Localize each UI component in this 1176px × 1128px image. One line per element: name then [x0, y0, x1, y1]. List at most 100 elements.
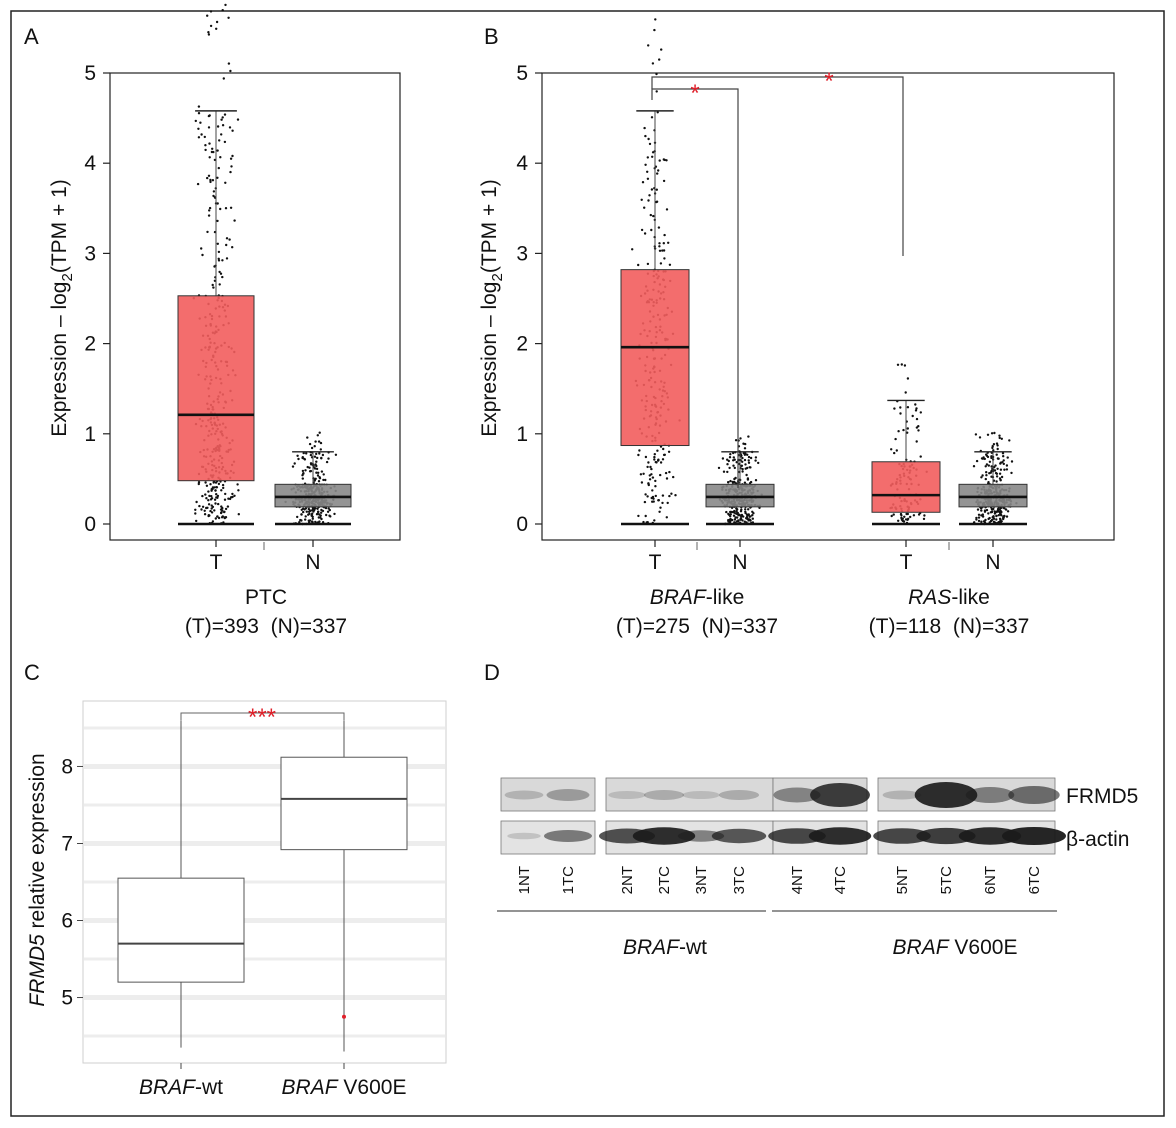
blot-band-actin	[711, 828, 767, 844]
b-point	[993, 510, 996, 513]
b-point	[661, 501, 664, 505]
b-point	[665, 516, 668, 519]
a-point	[221, 9, 224, 12]
b-point	[747, 435, 750, 438]
a-point	[197, 105, 201, 108]
b-point	[982, 456, 985, 459]
a-point	[203, 135, 206, 139]
b-point	[751, 517, 754, 520]
a-point	[205, 497, 208, 500]
a-point	[229, 69, 232, 73]
b-point	[648, 142, 652, 146]
b-point	[640, 481, 644, 484]
a-point	[223, 113, 227, 116]
b-point	[656, 449, 659, 452]
a-point	[224, 207, 228, 210]
panel-a-group-label: PTC	[245, 586, 287, 609]
b-point	[647, 482, 650, 486]
a-point	[318, 477, 322, 480]
a-point	[204, 493, 207, 496]
b-point	[743, 481, 747, 484]
a-point	[231, 492, 234, 496]
a-point	[316, 507, 319, 510]
a-point	[304, 515, 307, 518]
a-point	[313, 467, 317, 470]
b-point	[990, 475, 993, 478]
a-point	[326, 510, 330, 513]
b-point	[659, 506, 662, 509]
b-point	[642, 520, 645, 524]
blot-lane-label: 4TC	[832, 866, 849, 895]
a-point	[302, 510, 305, 514]
b-point	[748, 518, 752, 521]
a-point	[206, 176, 209, 180]
b-point	[987, 464, 990, 467]
a-point	[229, 170, 232, 174]
b-point	[977, 513, 981, 516]
b-point	[660, 48, 663, 51]
a-point	[312, 510, 315, 513]
b-point	[662, 158, 665, 161]
b-point	[748, 515, 751, 518]
blot-frmd5-strip-2	[605, 777, 774, 812]
a-point	[204, 481, 207, 484]
a-point	[221, 116, 224, 119]
a-point	[228, 126, 232, 129]
b-point	[643, 500, 647, 504]
a-point	[229, 157, 233, 160]
a-point	[220, 516, 224, 519]
b-point	[999, 461, 1002, 464]
a-point	[208, 142, 211, 145]
b-point	[905, 512, 908, 516]
panel-c-y-axis-title: FRMD5 relative expression	[26, 753, 49, 1006]
panel-letter-c: C	[24, 660, 40, 685]
b-point	[728, 466, 731, 470]
a-point	[325, 460, 329, 464]
blot-lane-label: 5TC	[938, 866, 955, 895]
a-point	[211, 505, 215, 509]
b-point	[668, 494, 671, 498]
a-point	[218, 139, 221, 142]
b-point	[639, 473, 643, 476]
b-point	[651, 151, 655, 154]
b-point	[665, 477, 669, 480]
a-point	[306, 465, 309, 469]
b-point	[648, 478, 652, 481]
a-point	[313, 455, 317, 458]
b-point	[747, 459, 750, 462]
a-point	[209, 180, 212, 184]
b-point	[747, 455, 751, 459]
a-point	[310, 514, 313, 517]
a-point	[207, 126, 211, 129]
a-point	[227, 62, 231, 65]
b-point	[667, 450, 671, 453]
b-box	[958, 483, 1028, 508]
blot-lane-labels: 1NT 1TC 2NT 2TC 3NT 3TC 4NT 4TC 5NT 5TC 6NT 6TC	[516, 866, 1043, 895]
b-point	[911, 414, 914, 418]
b-point	[742, 442, 745, 445]
b-point	[726, 463, 729, 466]
a-point	[207, 490, 210, 493]
b-point	[725, 510, 728, 514]
b-point	[657, 226, 661, 229]
b-ytick-label: 4	[516, 152, 528, 175]
b-point	[975, 516, 978, 520]
a-point	[207, 499, 210, 502]
panel-b-bracket-braf-vs-ras	[651, 76, 904, 256]
b-point	[650, 228, 653, 232]
a-point	[216, 496, 219, 499]
b-point	[754, 459, 757, 462]
b-point	[729, 513, 732, 516]
b-point	[985, 508, 989, 512]
b-point	[661, 458, 665, 461]
a-point	[317, 440, 321, 443]
a-point	[208, 209, 211, 212]
a-point	[306, 436, 309, 439]
b-point	[903, 364, 907, 367]
b-point	[735, 461, 738, 464]
c-ytick-label: 7	[61, 832, 73, 855]
b-point	[980, 520, 983, 523]
blot-band-frmd5	[608, 791, 646, 799]
panel-c-y-ticks: 5 6 7 8	[61, 755, 83, 1010]
a-point	[194, 508, 197, 511]
